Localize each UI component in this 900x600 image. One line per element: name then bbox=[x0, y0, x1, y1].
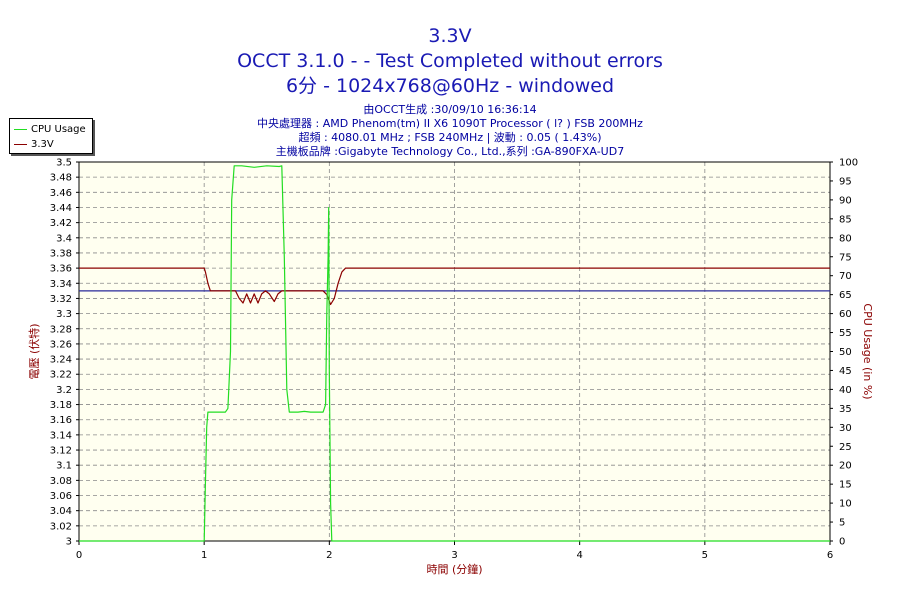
chart-legend: CPU Usage 3.3V bbox=[9, 118, 93, 154]
legend-item-cpu-usage: CPU Usage bbox=[14, 122, 86, 136]
legend-swatch-3v3 bbox=[14, 143, 27, 145]
y-left-tick-label: 3.1 bbox=[56, 461, 72, 472]
chart-titles: 3.3V OCCT 3.1.0 - - Test Completed witho… bbox=[0, 24, 900, 99]
y-right-tick-label: 65 bbox=[839, 290, 852, 301]
y-left-tick-label: 3.5 bbox=[56, 158, 72, 169]
y-left-tick-label: 3.02 bbox=[50, 521, 72, 532]
y-left-tick-label: 3.12 bbox=[50, 446, 72, 457]
y-right-tick-label: 60 bbox=[839, 309, 852, 320]
legend-item-3v3: 3.3V bbox=[14, 137, 54, 151]
y-right-tick-label: 50 bbox=[839, 347, 852, 358]
y-left-tick-label: 3 bbox=[66, 537, 72, 548]
y-left-tick-label: 3.42 bbox=[50, 218, 72, 229]
x-axis-title: 時間 (分鐘) bbox=[426, 562, 482, 576]
y-left-tick-label: 3.28 bbox=[50, 324, 72, 335]
y-left-tick-label: 3.08 bbox=[50, 476, 72, 487]
y-right-tick-label: 40 bbox=[839, 385, 852, 396]
y-left-tick-label: 3.36 bbox=[50, 264, 72, 275]
y-left-tick-label: 3.32 bbox=[50, 294, 72, 305]
info-line-overclock: 超頻 : 4080.01 MHz ; FSB 240MHz | 波動 : 0.0… bbox=[298, 131, 602, 144]
y-left-tick-label: 3.2 bbox=[56, 385, 72, 396]
y-left-tick-label: 3.14 bbox=[50, 430, 72, 441]
y-left-tick-label: 3.04 bbox=[50, 506, 72, 517]
y-left-tick-label: 3.48 bbox=[50, 173, 72, 184]
y-right-tick-label: 5 bbox=[839, 518, 845, 529]
y-right-tick-label: 75 bbox=[839, 252, 852, 263]
series-line-3-3v bbox=[79, 267, 830, 306]
y-right-tick-label: 55 bbox=[839, 328, 852, 339]
info-line-generated: 由OCCT生成 :30/09/10 16:36:14 bbox=[363, 103, 537, 116]
y-right-tick-label: 35 bbox=[839, 404, 852, 415]
y-right-tick-label: 100 bbox=[839, 158, 858, 169]
x-tick-label: 3 bbox=[451, 550, 457, 561]
info-line-cpu: 中央處理器 : AMD Phenom(tm) II X6 1090T Proce… bbox=[257, 117, 643, 130]
y-right-tick-label: 95 bbox=[839, 176, 852, 187]
y-right-tick-label: 15 bbox=[839, 480, 852, 491]
y-left-tick-label: 3.44 bbox=[50, 203, 72, 214]
legend-label-cpu-usage: CPU Usage bbox=[31, 123, 86, 135]
y-left-tick-label: 3.4 bbox=[56, 233, 72, 244]
x-tick-label: 1 bbox=[201, 550, 207, 561]
y-left-tick-label: 3.06 bbox=[50, 491, 72, 502]
info-line-motherboard: 主機板品牌 :Gigabyte Technology Co., Ltd.,系列 … bbox=[275, 145, 625, 158]
y-right-tick-label: 0 bbox=[839, 537, 845, 548]
y-left-tick-label: 3.26 bbox=[50, 339, 72, 350]
y-left-tick-label: 3.38 bbox=[50, 248, 72, 259]
y-right-tick-label: 20 bbox=[839, 461, 852, 472]
y-left-tick-label: 3.46 bbox=[50, 188, 72, 199]
y-left-axis-title: 電壓 (伏特) bbox=[27, 323, 41, 379]
y-left-tick-label: 3.22 bbox=[50, 370, 72, 381]
y-right-tick-label: 30 bbox=[839, 423, 852, 434]
legend-swatch-cpu-usage bbox=[14, 128, 27, 130]
x-tick-label: 5 bbox=[702, 550, 708, 561]
y-right-axis-title: CPU Usage (in %) bbox=[861, 303, 874, 399]
y-right-tick-label: 10 bbox=[839, 499, 852, 510]
chart-subtitle: OCCT 3.1.0 - - Test Completed without er… bbox=[237, 50, 663, 72]
x-tick-label: 2 bbox=[326, 550, 332, 561]
y-left-tick-label: 3.3 bbox=[56, 309, 72, 320]
x-tick-label: 0 bbox=[76, 550, 82, 561]
y-right-tick-label: 85 bbox=[839, 214, 852, 225]
x-tick-label: 6 bbox=[827, 550, 833, 561]
chart-subtitle-2: 6分 - 1024x768@60Hz - windowed bbox=[285, 75, 615, 97]
y-left-tick-label: 3.24 bbox=[50, 355, 72, 366]
legend-label-3v3: 3.3V bbox=[31, 138, 54, 150]
x-tick-label: 4 bbox=[576, 550, 582, 561]
y-right-tick-label: 90 bbox=[839, 195, 852, 206]
series-line-cpu-usage bbox=[79, 165, 830, 542]
y-right-tick-label: 80 bbox=[839, 233, 852, 244]
y-right-tick-label: 70 bbox=[839, 271, 852, 282]
y-left-tick-label: 3.16 bbox=[50, 415, 72, 426]
y-left-tick-label: 3.34 bbox=[50, 279, 72, 290]
system-info: 由OCCT生成 :30/09/10 16:36:14 中央處理器 : AMD P… bbox=[0, 103, 900, 159]
y-left-tick-label: 3.18 bbox=[50, 400, 72, 411]
y-right-tick-label: 25 bbox=[839, 442, 852, 453]
y-right-tick-label: 45 bbox=[839, 366, 852, 377]
chart-title: 3.3V bbox=[428, 25, 472, 47]
